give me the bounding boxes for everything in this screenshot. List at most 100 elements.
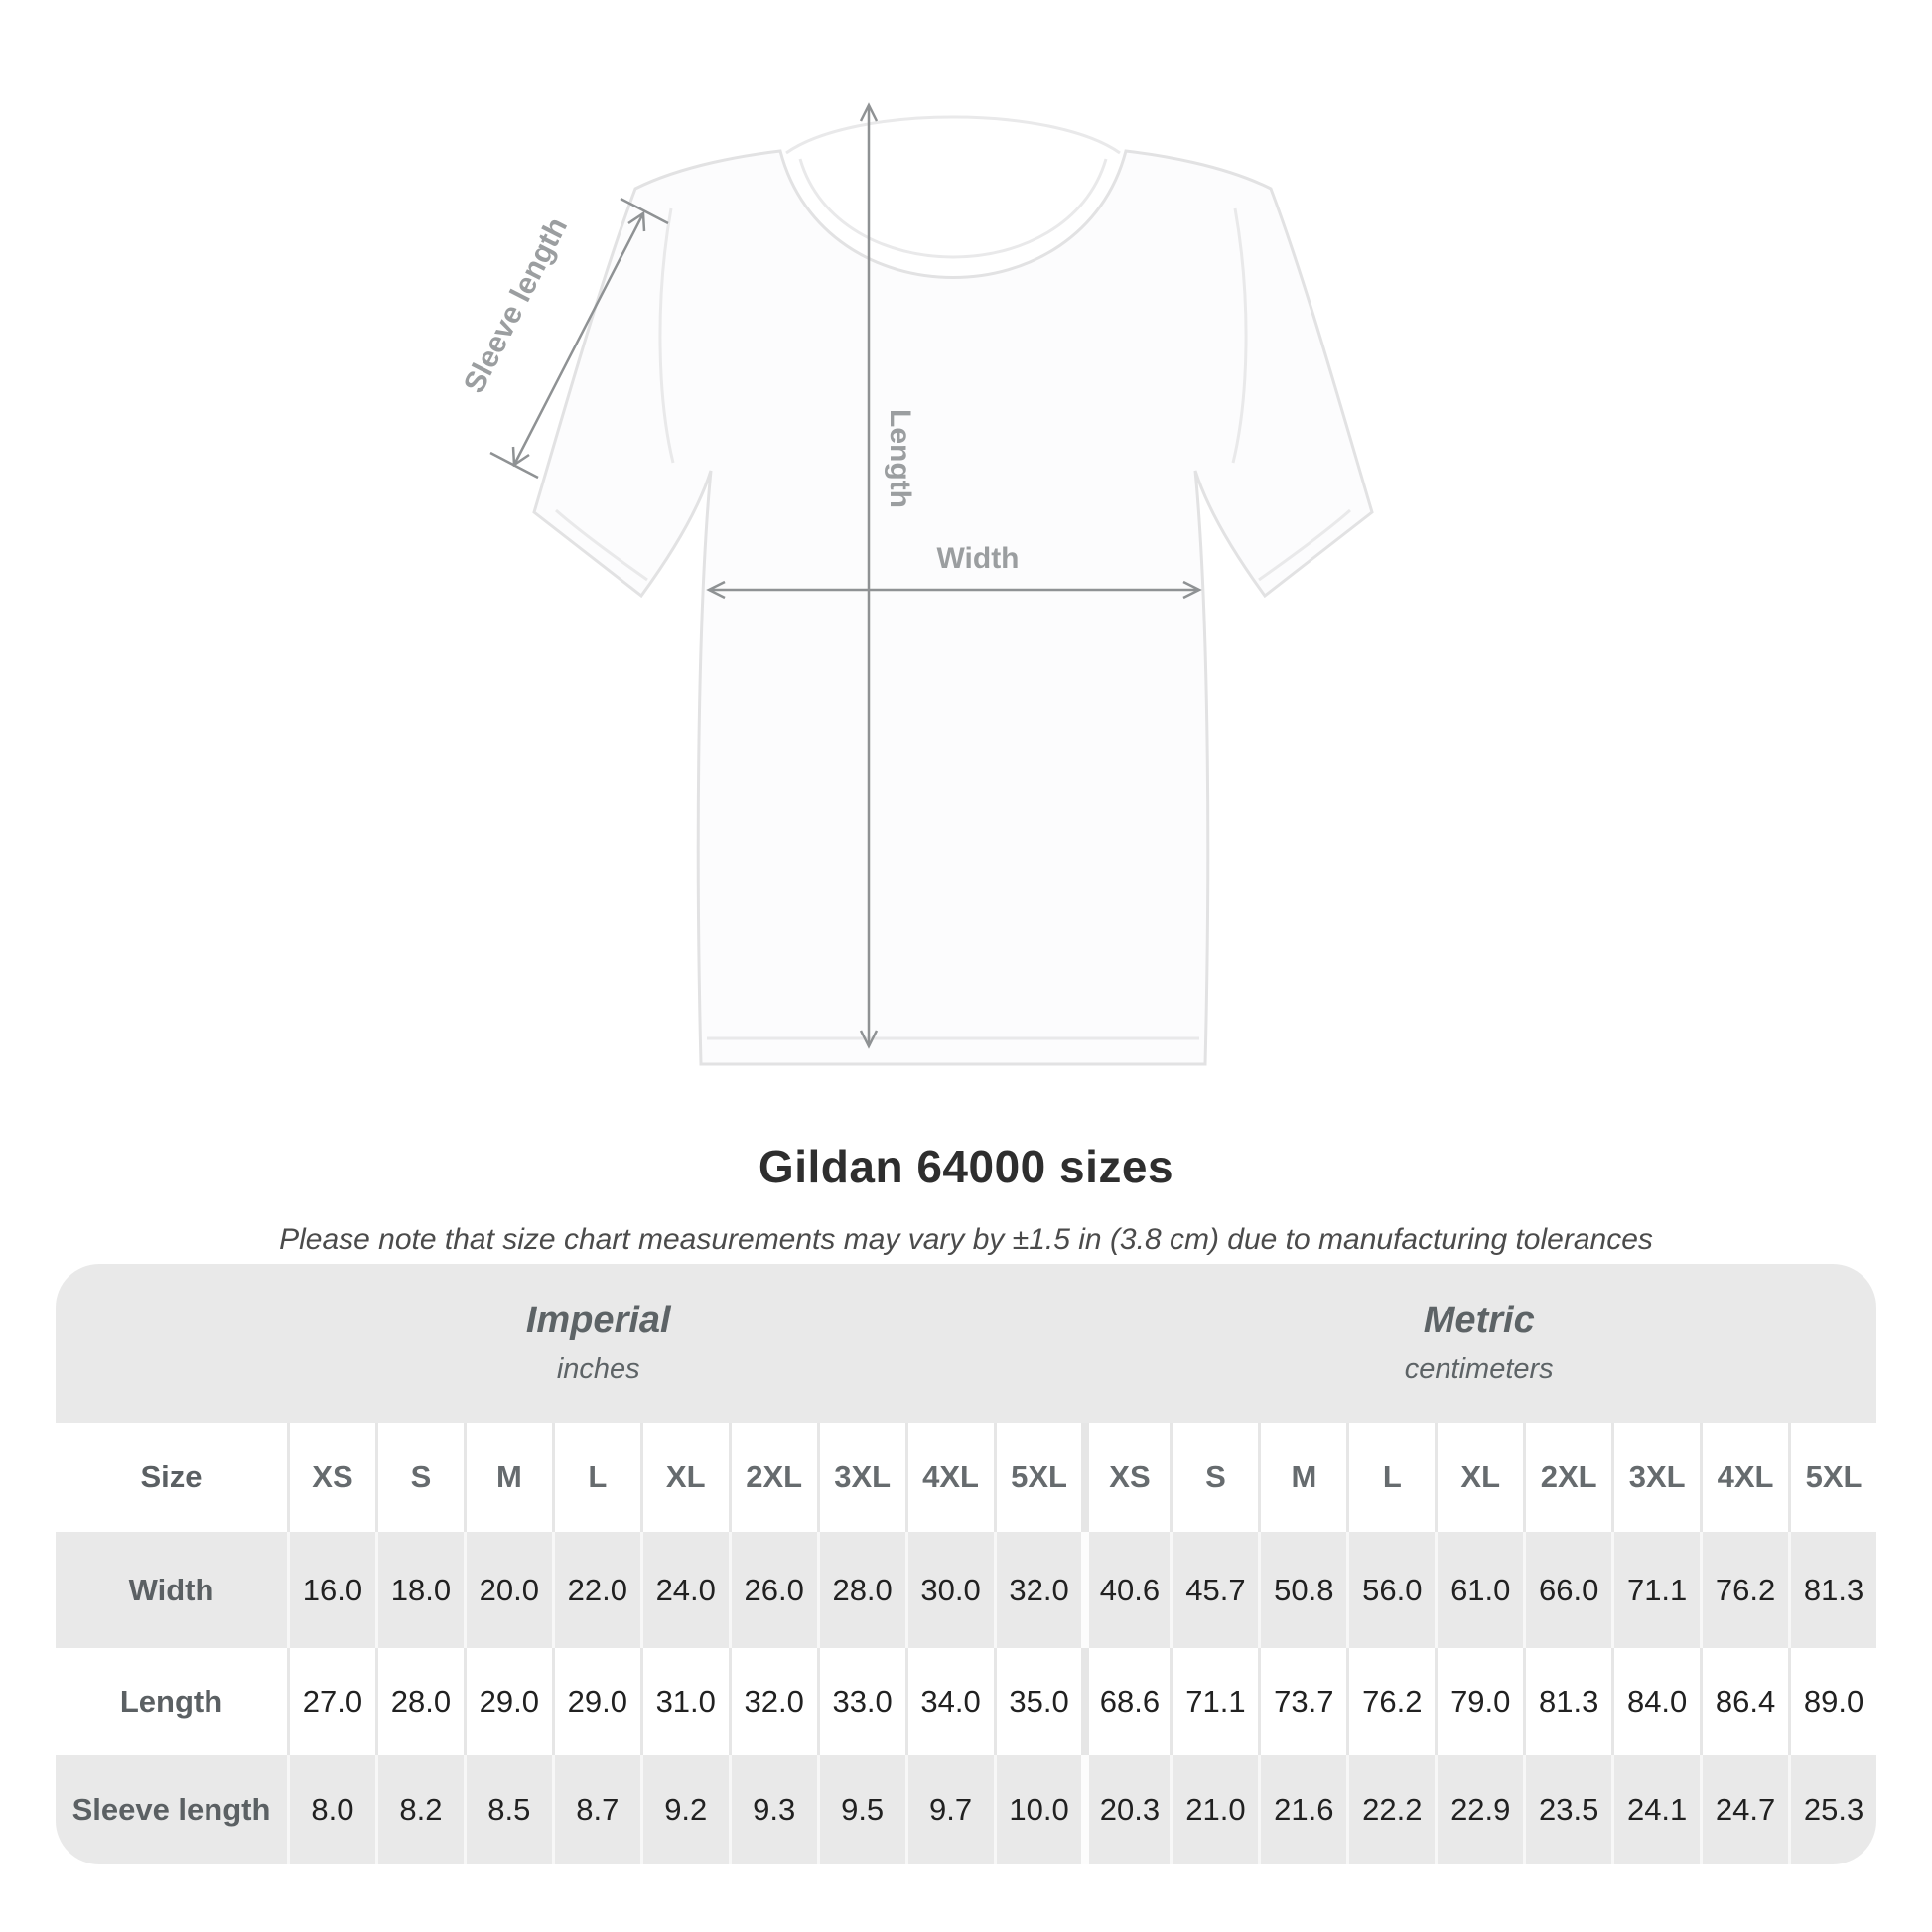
size-col-metric-m: M bbox=[1258, 1423, 1346, 1532]
width-imperial-s: 18.0 bbox=[374, 1532, 464, 1648]
length-imperial-s: 28.0 bbox=[374, 1648, 464, 1755]
size-col-imperial-m: M bbox=[463, 1423, 552, 1532]
page-subtitle: Please note that size chart measurements… bbox=[279, 1223, 1653, 1256]
size-header-row: Size XS S M L XL 2XL 3XL 4XL 5XL XS S M … bbox=[56, 1423, 1876, 1532]
sleeve-metric-5xl: 25.3 bbox=[1788, 1755, 1876, 1864]
sleeve-imperial-xs: 8.0 bbox=[287, 1755, 375, 1864]
sleeve-metric-s: 21.0 bbox=[1170, 1755, 1258, 1864]
right-sleeve-hem bbox=[1258, 508, 1351, 582]
size-col-imperial-s: S bbox=[374, 1423, 464, 1532]
width-metric-l: 56.0 bbox=[1346, 1532, 1435, 1648]
left-sleeve-hem bbox=[555, 508, 648, 582]
length-metric-3xl: 84.0 bbox=[1611, 1648, 1700, 1755]
length-dimension: Length bbox=[859, 102, 916, 1049]
width-arrow-left bbox=[706, 580, 726, 600]
sleeve-label: Sleeve length bbox=[458, 212, 574, 398]
sleeve-end-cap-top bbox=[620, 197, 669, 225]
metric-header: Metric centimeters bbox=[1082, 1264, 1877, 1423]
page-title: Gildan 64000 sizes bbox=[758, 1141, 1174, 1192]
shirt-measurement-diagram: Length Width Sleeve length bbox=[458, 102, 1374, 1066]
size-col-imperial-4xl: 4XL bbox=[904, 1423, 994, 1532]
size-col-imperial-3xl: 3XL bbox=[816, 1423, 905, 1532]
tshirt-body bbox=[532, 149, 1374, 1066]
tshirt-graphic bbox=[532, 115, 1374, 1066]
metric-label: Metric bbox=[1423, 1299, 1535, 1341]
size-col-imperial-xl: XL bbox=[639, 1423, 729, 1532]
width-metric-m: 50.8 bbox=[1258, 1532, 1346, 1648]
width-imperial-5xl: 32.0 bbox=[993, 1532, 1082, 1648]
length-metric-s: 71.1 bbox=[1170, 1648, 1258, 1755]
length-arrow-down bbox=[859, 1030, 879, 1049]
length-imperial-3xl: 33.0 bbox=[816, 1648, 905, 1755]
shirt-figure-svg: Length Width Sleeve length bbox=[458, 102, 1374, 1066]
length-imperial-l: 29.0 bbox=[551, 1648, 640, 1755]
length-row: Length 27.0 28.0 29.0 29.0 31.0 32.0 33.… bbox=[56, 1648, 1876, 1755]
sleeve-metric-xl: 22.9 bbox=[1435, 1755, 1523, 1864]
width-imperial-m: 20.0 bbox=[463, 1532, 552, 1648]
length-imperial-5xl: 35.0 bbox=[993, 1648, 1082, 1755]
size-col-metric-4xl: 4XL bbox=[1700, 1423, 1788, 1532]
imperial-label: Imperial bbox=[525, 1299, 671, 1341]
width-row: Width 16.0 18.0 20.0 22.0 24.0 26.0 28.0… bbox=[56, 1532, 1876, 1648]
width-imperial-2xl: 26.0 bbox=[728, 1532, 817, 1648]
width-metric-xl: 61.0 bbox=[1435, 1532, 1523, 1648]
width-dimension: Width bbox=[706, 542, 1202, 600]
sleeve-imperial-4xl: 9.7 bbox=[904, 1755, 994, 1864]
metric-unit: centimeters bbox=[1404, 1353, 1554, 1386]
length-imperial-2xl: 32.0 bbox=[728, 1648, 817, 1755]
sleeve-imperial-2xl: 9.3 bbox=[728, 1755, 817, 1864]
length-imperial-4xl: 34.0 bbox=[904, 1648, 994, 1755]
sleeve-length-row: Sleeve length 8.0 8.2 8.5 8.7 9.2 9.3 9.… bbox=[56, 1755, 1876, 1864]
length-imperial-m: 29.0 bbox=[463, 1648, 552, 1755]
sleeve-imperial-3xl: 9.5 bbox=[816, 1755, 905, 1864]
sleeve-arrow-bottom bbox=[511, 446, 530, 468]
size-col-metric-xs: XS bbox=[1081, 1423, 1170, 1532]
length-metric-xl: 79.0 bbox=[1435, 1648, 1523, 1755]
sleeve-metric-l: 22.2 bbox=[1346, 1755, 1435, 1864]
size-col-metric-l: L bbox=[1346, 1423, 1435, 1532]
size-chart-table: Imperial inches Metric centimeters Size … bbox=[56, 1264, 1876, 1864]
width-metric-5xl: 81.3 bbox=[1788, 1532, 1876, 1648]
size-col-metric-xl: XL bbox=[1435, 1423, 1523, 1532]
sleeve-metric-xs: 20.3 bbox=[1081, 1755, 1170, 1864]
sleeve-imperial-s: 8.2 bbox=[374, 1755, 464, 1864]
size-col-imperial-xs: XS bbox=[287, 1423, 375, 1532]
imperial-unit: inches bbox=[556, 1353, 640, 1386]
length-metric-l: 76.2 bbox=[1346, 1648, 1435, 1755]
size-col-metric-3xl: 3XL bbox=[1611, 1423, 1700, 1532]
width-imperial-3xl: 28.0 bbox=[816, 1532, 905, 1648]
width-imperial-xs: 16.0 bbox=[287, 1532, 375, 1648]
imperial-header: Imperial inches bbox=[56, 1264, 1082, 1423]
width-metric-xs: 40.6 bbox=[1081, 1532, 1170, 1648]
size-col-metric-s: S bbox=[1170, 1423, 1258, 1532]
width-imperial-l: 22.0 bbox=[551, 1532, 640, 1648]
size-col-imperial-2xl: 2XL bbox=[728, 1423, 817, 1532]
sleeve-metric-3xl: 24.1 bbox=[1611, 1755, 1700, 1864]
width-metric-s: 45.7 bbox=[1170, 1532, 1258, 1648]
length-imperial-xs: 27.0 bbox=[287, 1648, 375, 1755]
sleeve-dimension-line bbox=[512, 212, 645, 466]
width-row-label: Width bbox=[128, 1572, 214, 1607]
width-metric-3xl: 71.1 bbox=[1611, 1532, 1700, 1648]
size-col-imperial-l: L bbox=[551, 1423, 640, 1532]
unit-header-row: Imperial inches Metric centimeters bbox=[56, 1264, 1876, 1423]
length-arrow-up bbox=[859, 102, 879, 122]
left-armhole-seam bbox=[658, 207, 675, 464]
length-row-label: Length bbox=[119, 1684, 223, 1719]
width-label: Width bbox=[936, 542, 1019, 575]
length-metric-5xl: 89.0 bbox=[1788, 1648, 1876, 1755]
sleeve-metric-m: 21.6 bbox=[1258, 1755, 1346, 1864]
sleeve-imperial-5xl: 10.0 bbox=[993, 1755, 1082, 1864]
sleeve-imperial-m: 8.5 bbox=[463, 1755, 552, 1864]
width-imperial-4xl: 30.0 bbox=[904, 1532, 994, 1648]
length-imperial-xl: 31.0 bbox=[639, 1648, 729, 1755]
size-col-metric-5xl: 5XL bbox=[1788, 1423, 1876, 1532]
size-col-imperial-5xl: 5XL bbox=[993, 1423, 1082, 1532]
size-col-metric-2xl: 2XL bbox=[1523, 1423, 1611, 1532]
sleeve-imperial-xl: 9.2 bbox=[639, 1755, 729, 1864]
length-metric-xs: 68.6 bbox=[1081, 1648, 1170, 1755]
width-arrow-right bbox=[1182, 580, 1202, 600]
sleeve-metric-2xl: 23.5 bbox=[1523, 1755, 1611, 1864]
sleeve-imperial-l: 8.7 bbox=[551, 1755, 640, 1864]
length-metric-2xl: 81.3 bbox=[1523, 1648, 1611, 1755]
